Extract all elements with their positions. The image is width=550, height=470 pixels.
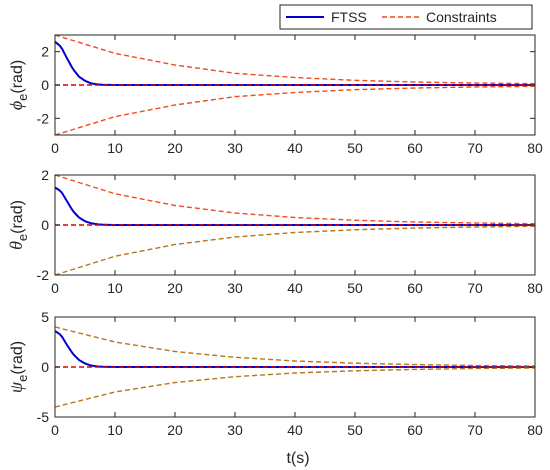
x-tick-label: 70 bbox=[467, 140, 483, 156]
y-axis-label: θe(rad) bbox=[6, 200, 30, 250]
y-tick-label: 2 bbox=[41, 167, 49, 183]
x-tick-label: 60 bbox=[407, 280, 423, 296]
x-tick-label: 10 bbox=[107, 140, 123, 156]
legend: FTSS Constraints bbox=[279, 4, 533, 30]
x-tick-label: 20 bbox=[167, 280, 183, 296]
constraint-line-2 bbox=[54, 85, 536, 136]
x-tick-label: 70 bbox=[467, 422, 483, 438]
x-tick-label: 30 bbox=[227, 422, 243, 438]
x-axis-label: t(s) bbox=[286, 450, 309, 467]
x-tick-label: 30 bbox=[227, 280, 243, 296]
x-tick-label: 10 bbox=[107, 422, 123, 438]
y-tick-label: 0 bbox=[41, 77, 49, 93]
constraint-line-2 bbox=[54, 367, 536, 408]
y-tick-label: -2 bbox=[37, 267, 50, 283]
legend-ftss-label: FTSS bbox=[331, 9, 367, 25]
x-tick-label: 70 bbox=[467, 280, 483, 296]
constraint-line-1 bbox=[54, 174, 536, 225]
y-axis-label: ψe(rad) bbox=[6, 341, 30, 393]
x-tick-label: 20 bbox=[167, 140, 183, 156]
x-tick-label: 80 bbox=[527, 422, 543, 438]
constraint-line-1 bbox=[54, 34, 536, 85]
x-tick-label: 40 bbox=[287, 422, 303, 438]
x-tick-label: 0 bbox=[51, 422, 59, 438]
x-tick-label: 20 bbox=[167, 422, 183, 438]
x-tick-label: 80 bbox=[527, 280, 543, 296]
x-tick-label: 0 bbox=[51, 140, 59, 156]
x-tick-label: 40 bbox=[287, 280, 303, 296]
x-tick-label: 30 bbox=[227, 140, 243, 156]
x-tick-label: 50 bbox=[347, 280, 363, 296]
x-tick-label: 60 bbox=[407, 422, 423, 438]
y-axis-label: ϕe(rad) bbox=[6, 60, 30, 110]
x-tick-label: 40 bbox=[287, 140, 303, 156]
x-tick-label: 0 bbox=[51, 280, 59, 296]
x-tick-label: 60 bbox=[407, 140, 423, 156]
x-tick-label: 50 bbox=[347, 140, 363, 156]
y-tick-label: 2 bbox=[41, 44, 49, 60]
legend-constraints-label: Constraints bbox=[426, 9, 497, 25]
x-tick-label: 10 bbox=[107, 280, 123, 296]
x-tick-label: 80 bbox=[527, 140, 543, 156]
y-tick-label: 5 bbox=[41, 309, 49, 325]
constraint-line-1 bbox=[54, 326, 536, 367]
constraint-line-2 bbox=[54, 225, 536, 276]
y-tick-label: 0 bbox=[41, 359, 49, 375]
y-tick-label: -2 bbox=[37, 110, 50, 126]
y-tick-label: -5 bbox=[37, 409, 50, 425]
y-tick-label: 0 bbox=[41, 217, 49, 233]
x-tick-label: 50 bbox=[347, 422, 363, 438]
